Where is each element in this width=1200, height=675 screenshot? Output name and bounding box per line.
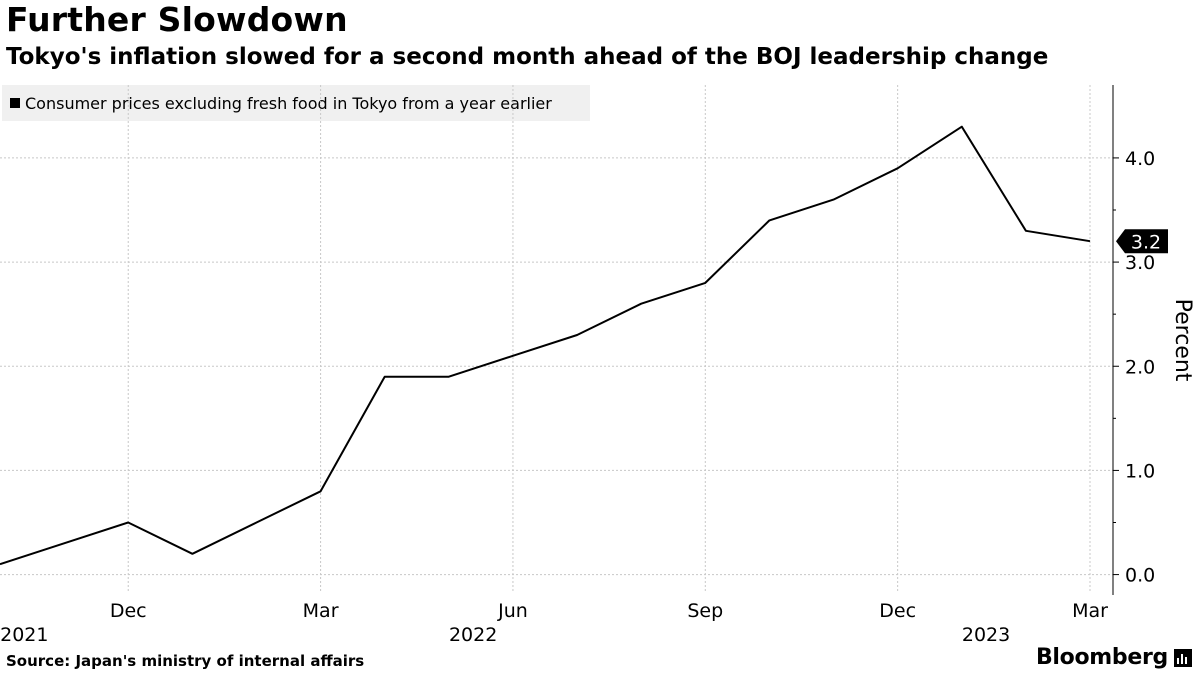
- data-point: [640, 302, 643, 305]
- y-tick-label: 1.0: [1125, 460, 1155, 482]
- y-tick-label: 3.0: [1125, 252, 1155, 274]
- data-point: [1024, 229, 1027, 232]
- legend-label: Consumer prices excluding fresh food in …: [25, 93, 552, 113]
- chart-title: Further Slowdown: [6, 0, 348, 39]
- y-tick-label: 2.0: [1125, 356, 1155, 378]
- data-point: [896, 167, 899, 170]
- data-point: [576, 334, 579, 337]
- y-tick-label: 4.0: [1125, 148, 1155, 170]
- y-tick-label: 0.0: [1125, 565, 1155, 587]
- series-line: [0, 125, 1091, 566]
- y-axis-title: Percent: [1170, 299, 1195, 382]
- data-point: [447, 375, 450, 378]
- data-point: [960, 125, 963, 128]
- data-point: [191, 552, 194, 555]
- x-tick-label: Sep: [687, 600, 723, 622]
- data-point: [832, 198, 835, 201]
- x-tick-label: Dec: [110, 600, 147, 622]
- data-point: [768, 219, 771, 222]
- brand-name: Bloomberg: [1035, 645, 1168, 670]
- data-point: [511, 354, 514, 357]
- x-tick-label: Mar: [1072, 600, 1108, 622]
- data-point: [1089, 240, 1092, 243]
- data-point: [704, 281, 707, 284]
- chart-subtitle: Tokyo's inflation slowed for a second mo…: [6, 44, 1049, 70]
- x-tick-label: Mar: [303, 600, 339, 622]
- data-point: [383, 375, 386, 378]
- x-year-label: 2022: [449, 624, 497, 646]
- last-value-callout: [1116, 229, 1168, 254]
- x-tick-label: Dec: [879, 600, 916, 622]
- legend: Consumer prices excluding fresh food in …: [2, 85, 590, 121]
- x-year-label: 2021: [0, 624, 48, 646]
- last-value-label: 3.2: [1131, 231, 1161, 253]
- x-tick-label: Jun: [497, 600, 528, 622]
- legend-swatch: [10, 98, 20, 108]
- data-point: [255, 521, 258, 524]
- data-point: [127, 521, 130, 524]
- data-point: [319, 490, 322, 493]
- source-note: Source: Japan's ministry of internal aff…: [6, 652, 365, 670]
- bloomberg-logo: Bloomberg: [1036, 645, 1192, 670]
- data-point: [63, 542, 66, 545]
- x-year-label: 2023: [962, 624, 1010, 646]
- bloomberg-bars-icon: [1174, 648, 1192, 667]
